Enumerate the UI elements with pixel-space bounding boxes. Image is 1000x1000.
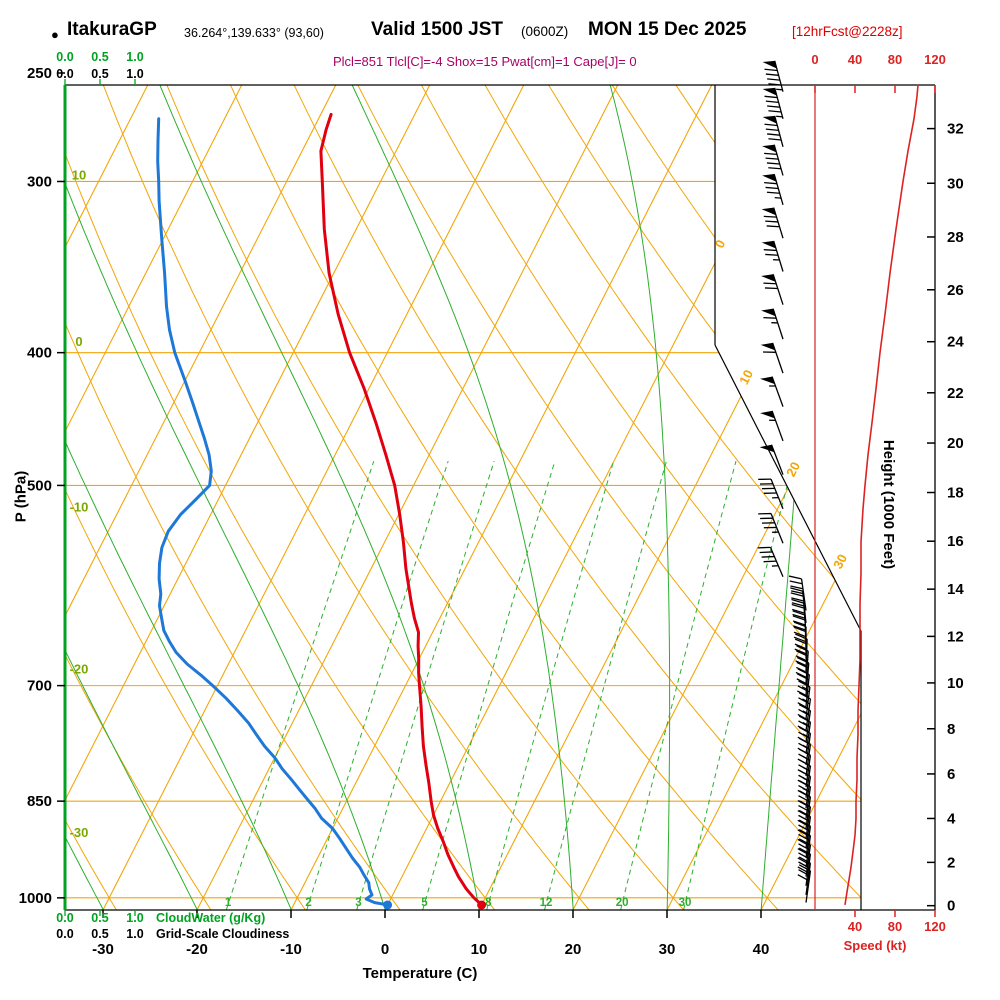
stability-params: Plcl=851 Tlcl[C]=-4 Shox=15 Pwat[cm]=1 C… xyxy=(333,54,637,69)
svg-text:400: 400 xyxy=(27,345,52,362)
dewpoint-curve xyxy=(156,117,390,907)
svg-text:4: 4 xyxy=(947,810,956,827)
svg-text:28: 28 xyxy=(947,229,964,246)
svg-text:0.0: 0.0 xyxy=(56,927,73,941)
svg-text:120: 120 xyxy=(924,52,946,67)
svg-text:2: 2 xyxy=(947,854,955,871)
station-bullet-icon: ● xyxy=(51,27,59,42)
speed-axis-label: Speed (kt) xyxy=(843,938,907,953)
valid-time: Valid 1500 JST xyxy=(371,19,504,40)
svg-text:700: 700 xyxy=(27,678,52,695)
svg-text:0.0: 0.0 xyxy=(56,50,73,64)
svg-text:10: 10 xyxy=(72,168,86,183)
svg-text:0: 0 xyxy=(381,941,389,958)
svg-text:12: 12 xyxy=(947,628,964,645)
svg-text:14: 14 xyxy=(947,581,964,598)
svg-text:22: 22 xyxy=(947,385,964,402)
svg-text:8: 8 xyxy=(947,721,955,738)
svg-text:80: 80 xyxy=(888,52,902,67)
surface-temp-dot xyxy=(477,900,487,910)
svg-text:0: 0 xyxy=(811,52,818,67)
svg-text:80: 80 xyxy=(888,919,902,934)
svg-text:120: 120 xyxy=(924,919,946,934)
svg-text:-10: -10 xyxy=(280,941,302,958)
svg-text:0: 0 xyxy=(712,237,729,250)
svg-text:8: 8 xyxy=(485,897,492,909)
svg-text:40: 40 xyxy=(848,52,862,67)
svg-text:40: 40 xyxy=(848,919,862,934)
surface-dots xyxy=(383,900,487,910)
svg-text:1.0: 1.0 xyxy=(126,50,143,64)
svg-text:32: 32 xyxy=(947,121,964,138)
temperature-axis-label: Temperature (C) xyxy=(362,965,478,982)
svg-text:1.0: 1.0 xyxy=(126,927,143,941)
svg-text:250: 250 xyxy=(27,65,52,82)
svg-text:40: 40 xyxy=(753,941,770,958)
cloudwater-axis-label: CloudWater (g/Kg) xyxy=(156,911,266,925)
grid-lines xyxy=(65,85,861,910)
svg-text:850: 850 xyxy=(27,793,52,810)
svg-text:20: 20 xyxy=(947,435,964,452)
speed-curve xyxy=(844,84,919,906)
svg-text:5: 5 xyxy=(421,897,428,909)
svg-text:10: 10 xyxy=(736,367,756,387)
svg-text:-20: -20 xyxy=(186,941,208,958)
svg-text:16: 16 xyxy=(947,533,964,550)
svg-text:20: 20 xyxy=(616,897,629,909)
svg-text:0.5: 0.5 xyxy=(91,911,108,925)
svg-text:0.5: 0.5 xyxy=(91,67,108,81)
surface-dewpoint-dot xyxy=(383,900,393,910)
svg-text:10: 10 xyxy=(471,941,488,958)
svg-text:1.0: 1.0 xyxy=(126,911,143,925)
svg-text:0.0: 0.0 xyxy=(56,911,73,925)
svg-text:10: 10 xyxy=(947,675,964,692)
svg-text:26: 26 xyxy=(947,282,964,299)
svg-text:3: 3 xyxy=(355,897,361,909)
svg-text:30: 30 xyxy=(830,552,850,572)
svg-text:300: 300 xyxy=(27,173,52,190)
chart-frame xyxy=(63,84,936,911)
svg-text:-30: -30 xyxy=(70,825,89,840)
svg-text:1: 1 xyxy=(225,897,232,909)
svg-text:1.0: 1.0 xyxy=(126,67,143,81)
profiles xyxy=(156,112,484,907)
cloudiness-axis-label: Grid-Scale Cloudiness xyxy=(156,927,290,941)
svg-text:-10: -10 xyxy=(70,500,89,515)
svg-text:12: 12 xyxy=(540,897,553,909)
svg-text:20: 20 xyxy=(783,459,803,479)
svg-text:30: 30 xyxy=(947,175,964,192)
svg-text:1000: 1000 xyxy=(19,890,52,907)
svg-text:2: 2 xyxy=(305,897,311,909)
svg-text:0: 0 xyxy=(75,334,82,349)
svg-text:0.0: 0.0 xyxy=(56,67,73,81)
station-name: ItakuraGP xyxy=(67,19,157,40)
svg-text:500: 500 xyxy=(27,477,52,494)
svg-text:30: 30 xyxy=(679,897,692,909)
wind-barbs xyxy=(757,60,812,903)
svg-text:-30: -30 xyxy=(92,941,114,958)
svg-text:30: 30 xyxy=(659,941,676,958)
svg-text:6: 6 xyxy=(947,766,955,783)
svg-text:0: 0 xyxy=(947,898,955,915)
temperature-curve xyxy=(319,112,484,907)
svg-text:20: 20 xyxy=(565,941,582,958)
forecast-tag: [12hrFcst@2228z] xyxy=(792,24,903,39)
svg-text:18: 18 xyxy=(947,485,964,502)
svg-text:24: 24 xyxy=(947,334,964,351)
pressure-axis-label: P (hPa) xyxy=(12,470,30,523)
height-axis-label: Height (1000 Feet) xyxy=(880,439,897,570)
valid-date: MON 15 Dec 2025 xyxy=(588,19,747,40)
svg-text:-20: -20 xyxy=(70,661,89,676)
svg-text:0.5: 0.5 xyxy=(91,927,108,941)
svg-text:0.5: 0.5 xyxy=(91,50,108,64)
station-coords: 36.264°,139.633° (93,60) xyxy=(184,26,324,40)
valid-time-utc: (0600Z) xyxy=(521,24,569,39)
